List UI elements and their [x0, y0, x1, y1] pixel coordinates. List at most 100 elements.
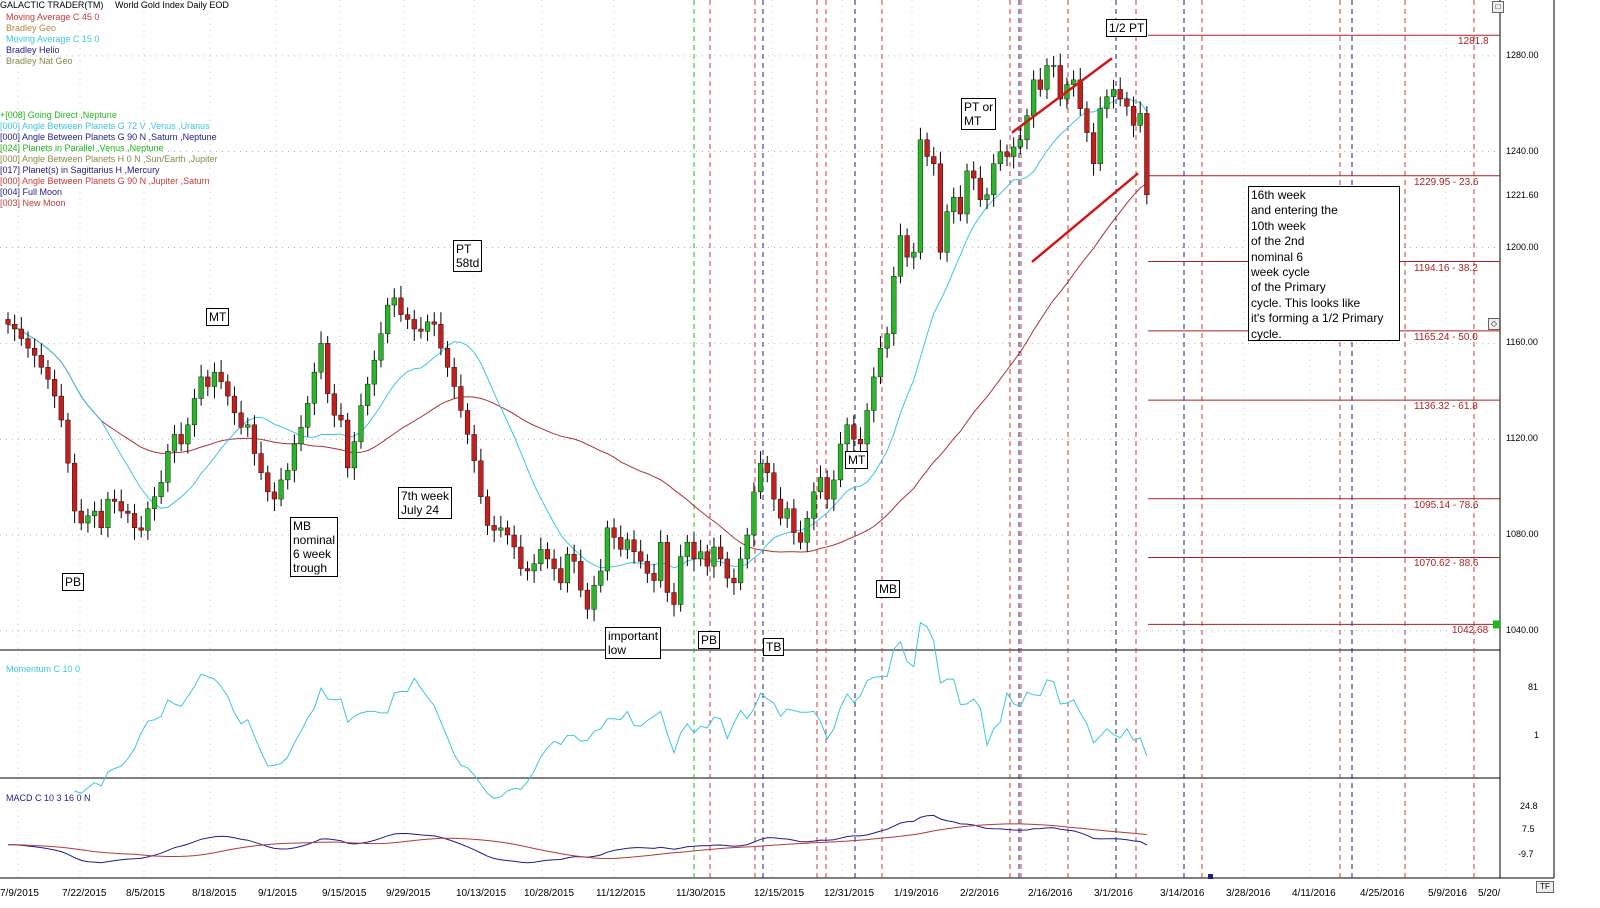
candle [311, 371, 317, 404]
legend-item: [000] Angle Between Planets G 90 N ,Satu… [0, 132, 217, 142]
candle [225, 381, 231, 397]
date-tick-label: 4/11/2016 [1292, 888, 1336, 899]
candle [1017, 139, 1023, 148]
candle [91, 510, 98, 517]
date-tick-label: 3/1/2016 [1094, 888, 1133, 899]
candle [12, 324, 18, 330]
candle [484, 496, 491, 526]
candle [405, 314, 411, 320]
candle [1024, 115, 1030, 140]
date-tick-label: 9/1/2015 [258, 888, 297, 899]
legend-item: [000] Angle Between Planets G 90 N ,Jupi… [0, 176, 210, 186]
annotation-pt-58td: PT 58td [453, 240, 483, 272]
candle [511, 534, 517, 548]
macd-tick-24-8: 24.8 [1520, 801, 1538, 811]
annotation-mt-2: MT [845, 451, 869, 469]
candle [478, 460, 484, 497]
candle [851, 424, 857, 440]
candle [305, 403, 311, 428]
legend-item: [000] Angle Between Planets H 0 N ,Sun/E… [0, 154, 218, 164]
candle [418, 328, 424, 332]
candle [1070, 79, 1077, 85]
annotation-mb-trough: MB nominal 6 week trough [290, 517, 339, 577]
date-tick-label: 5/20/ [1478, 888, 1501, 899]
candle [251, 424, 258, 454]
momentum-tick-81: 81 [1528, 682, 1539, 692]
candle [291, 443, 297, 471]
candle [318, 343, 324, 373]
legend-item: [000] Angle Between Planets G 72 V ,Venu… [0, 121, 210, 131]
fib-label: 1229.95 - 23.6 [1414, 176, 1479, 188]
app-title: GALACTIC TRADER(TM) [0, 0, 104, 10]
candle [5, 319, 11, 325]
date-tick-label: 12/15/2015 [754, 888, 805, 899]
candle [711, 546, 717, 567]
annotation-half-pt: 1/2 PT [1106, 19, 1148, 37]
candle [265, 472, 271, 493]
candle [491, 525, 497, 531]
candle [1117, 89, 1123, 100]
candle [877, 347, 884, 378]
candle [1110, 89, 1117, 97]
candle [1051, 65, 1057, 67]
candle [385, 304, 391, 334]
momentum-line [74, 621, 1148, 799]
fib-label: 1095.14 - 78.6 [1414, 499, 1479, 511]
candle [25, 338, 31, 349]
candle [271, 491, 278, 500]
macd-tick-7-5: 7.5 [1522, 824, 1535, 834]
date-tick-label: 3/14/2016 [1160, 888, 1205, 899]
candle [218, 371, 224, 382]
candle [518, 546, 524, 569]
candle [997, 151, 1003, 164]
timeframe-button[interactable]: TF [1536, 881, 1554, 893]
legend-item: [024] Planets in Parallel ,Venus ,Neptun… [0, 143, 164, 153]
candle [338, 415, 344, 421]
candle [531, 563, 537, 572]
fib-label: 1042.68 [1452, 625, 1489, 637]
candle [65, 419, 71, 464]
price-tick-label: 1160.00 [1506, 337, 1538, 348]
candle [138, 527, 144, 531]
candle [551, 558, 557, 569]
candle [957, 197, 963, 215]
candle [78, 510, 84, 524]
candle [411, 319, 417, 330]
candle [231, 395, 238, 414]
candle [564, 553, 571, 584]
date-tick-label: 11/30/2015 [676, 888, 726, 899]
candle [111, 498, 118, 502]
candle [52, 379, 58, 397]
date-tick-label: 10/13/2015 [456, 888, 507, 899]
fib-label: 1194.16 - 38.2 [1414, 262, 1478, 274]
candle [345, 419, 351, 469]
legend-item: Bradley Helio [6, 45, 60, 55]
candle [651, 573, 657, 581]
candle [245, 424, 251, 428]
candle [131, 513, 138, 529]
candle [351, 441, 357, 469]
candle [684, 542, 690, 557]
candle [1137, 113, 1143, 126]
candle [98, 510, 104, 529]
candle [991, 163, 997, 196]
candle [944, 211, 950, 253]
legend-item: Bradley Geo [6, 23, 57, 33]
fib-label: 1165.24 - 50.0 [1414, 331, 1478, 343]
legend-item: Moving Average C 15 0 [6, 34, 100, 44]
instrument-title: World Gold Index Daily EOD [115, 0, 229, 10]
candle [591, 585, 597, 610]
scale-button[interactable]: ◇ [1488, 318, 1500, 330]
candle [931, 156, 937, 164]
price-tick-label: 1221.60 [1506, 189, 1539, 200]
candle [471, 434, 477, 461]
fib-label: 1070.62 - 88.6 [1414, 558, 1479, 570]
candle [431, 321, 437, 325]
legend-item: Bradley Nat Geo [6, 56, 73, 66]
legend-item: [017] Planet(s) in Sagittarius H ,Mercur… [0, 165, 160, 175]
candle [664, 542, 670, 593]
price-tick-label: 1240.00 [1506, 145, 1539, 156]
macd-tick-neg-9-7: -9.7 [1518, 849, 1534, 859]
panel-restore-button[interactable]: □ [1492, 1, 1504, 13]
macd-title: MACD C 10 3 16 0 N [6, 793, 91, 803]
